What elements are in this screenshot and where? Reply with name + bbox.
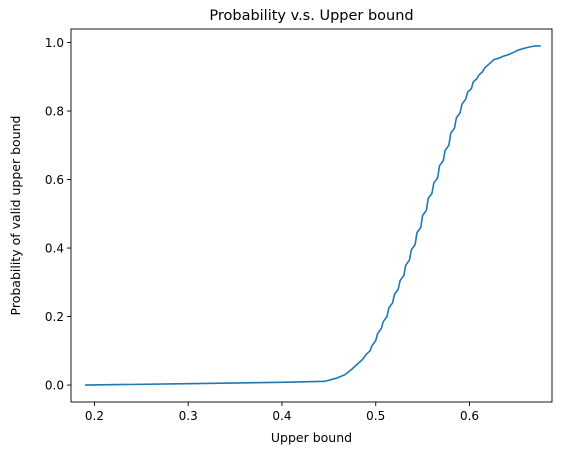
y-axis: 0.0 0.2 0.4 0.6 0.8 1.0: [45, 36, 71, 393]
x-tick-label: 0.6: [460, 409, 479, 423]
x-axis: 0.2 0.3 0.4 0.5 0.6: [85, 402, 479, 423]
y-tick-label: 0.4: [45, 242, 64, 256]
series-line: [85, 45, 541, 386]
y-tick-label: 0.0: [45, 379, 64, 393]
x-tick-label: 0.3: [179, 409, 198, 423]
x-tick-label: 0.2: [85, 409, 104, 423]
y-tick-label: 0.6: [45, 173, 64, 187]
y-axis-label: Probability of valid upper bound: [8, 116, 23, 316]
x-tick-label: 0.4: [272, 409, 291, 423]
chart-title: Probability v.s. Upper bound: [209, 8, 413, 24]
y-tick-label: 0.8: [45, 105, 64, 119]
plot-frame: [70, 28, 553, 403]
y-tick-label: 0.2: [45, 310, 64, 324]
y-tick-label: 1.0: [45, 36, 64, 50]
x-tick-label: 0.5: [366, 409, 385, 423]
x-axis-label: Upper bound: [271, 430, 352, 445]
